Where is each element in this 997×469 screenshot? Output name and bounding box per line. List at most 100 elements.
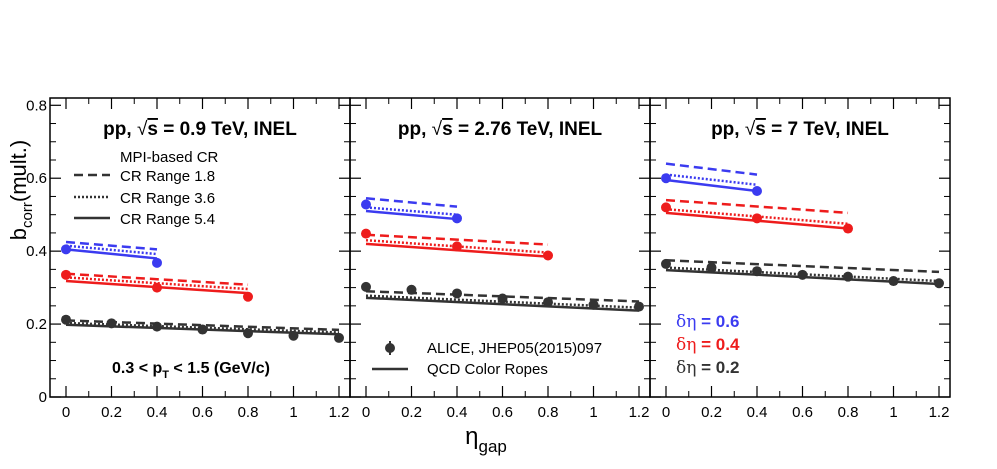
- panel-frame-3: [649, 97, 951, 398]
- axis-ticks: 0 0.2 0.4 0.6 0.8 0 0.2 0.4 0.6 0.8 1 1.2 0 0.2 0.4 0.6…: [26, 97, 950, 421]
- model-line-dotted-d04: [365, 238, 549, 254]
- data-point-d04: [843, 223, 853, 234]
- x-tick-label: 0: [62, 404, 70, 421]
- x-tick-label: 1: [589, 404, 597, 421]
- x-tick-label: 0.6: [192, 404, 213, 421]
- model-line-dashed-d06: [365, 197, 458, 208]
- x-tick-label: 1.2: [929, 404, 950, 421]
- data-point-d06: [61, 244, 71, 255]
- data-point-d04: [61, 269, 71, 280]
- x-tick-label: 0.8: [238, 404, 259, 421]
- model-line-dashed-d02: [665, 259, 940, 274]
- model-line-dashed-d06: [665, 162, 758, 176]
- y-tick-label: 0.6: [26, 170, 47, 187]
- data-point-d02: [843, 271, 853, 282]
- model-line-dashed-d04: [65, 272, 249, 286]
- data-point-d06: [752, 185, 762, 196]
- eta-legend-d02: δη = 0.2: [676, 358, 739, 378]
- data-point-d02: [543, 297, 553, 308]
- data-point-d06: [361, 199, 371, 210]
- model-line-dotted-d06: [665, 173, 758, 187]
- x-axis-label: ηgap: [465, 423, 507, 456]
- eta-legend-d06: δη = 0.6: [676, 312, 739, 332]
- data-point-d02: [797, 269, 808, 280]
- x-tick-label: 1.2: [329, 404, 350, 421]
- model-line-solid-d06: [365, 209, 458, 221]
- data-point-d04: [152, 282, 162, 293]
- data-point-d04: [752, 213, 762, 224]
- x-tick-label: 0: [662, 404, 670, 421]
- data-point-d04: [361, 228, 371, 239]
- x-tick-label: 0.2: [101, 404, 122, 421]
- x-tick-label: 0.2: [401, 404, 422, 421]
- data-point-d02: [334, 332, 344, 343]
- x-tick-label: 0.4: [447, 404, 468, 421]
- model-line-dashed-d04: [365, 233, 549, 246]
- data-point-d02: [706, 262, 717, 273]
- data-point-d02: [243, 328, 253, 339]
- y-tick-label: 0.2: [26, 316, 47, 333]
- data-point-d06: [152, 257, 162, 268]
- model-line-dotted-d04: [665, 207, 849, 226]
- panel-title-2: pp, √s = 2.76 TeV, INEL: [398, 119, 603, 140]
- data-points: [61, 173, 944, 343]
- x-tick-label: 0.2: [701, 404, 722, 421]
- data-model-legend: ALICE, JHEP05(2015)097 QCD Color Ropes: [372, 340, 602, 378]
- model-line-dotted-d06: [365, 206, 458, 216]
- y-tick-label: 0.4: [26, 243, 47, 260]
- data-point-d02: [152, 321, 162, 332]
- data-point-d04: [543, 250, 553, 261]
- data-point-d02: [497, 293, 508, 304]
- data-point-d02: [588, 299, 599, 310]
- x-tick-label: 0.4: [147, 404, 168, 421]
- panel-title-3: pp, √s = 7 TeV, INEL: [711, 119, 889, 140]
- model-line-solid-d06: [65, 248, 158, 260]
- model-line-dashed-d06: [65, 240, 158, 251]
- legend-data-marker: [385, 343, 395, 353]
- x-tick-label: 1: [289, 404, 297, 421]
- data-point-d06: [661, 173, 671, 184]
- data-point-d04: [243, 291, 253, 302]
- data-point-d02: [288, 330, 299, 341]
- x-tick-label: 0.8: [538, 404, 559, 421]
- data-point-d02: [361, 281, 371, 292]
- cr-legend: MPI-based CR CR Range 1.8 CR Range 3.6 C…: [74, 149, 219, 228]
- x-tick-label: 1: [889, 404, 897, 421]
- eta-legend-d04: δη = 0.4: [676, 335, 740, 355]
- data-point-d04: [661, 202, 671, 213]
- data-point-d02: [888, 276, 899, 287]
- model-line-dashed-d04: [665, 198, 849, 215]
- legend-header: MPI-based CR: [120, 149, 219, 166]
- x-tick-label: 0.4: [747, 404, 768, 421]
- legend-dotted-label: CR Range 3.6: [120, 190, 215, 207]
- model-line-dotted-d06: [65, 244, 158, 256]
- data-point-d02: [661, 258, 671, 269]
- data-point-d02: [752, 266, 762, 277]
- legend-data-label: ALICE, JHEP05(2015)097: [427, 340, 602, 357]
- legend-solid-label: CR Range 5.4: [120, 211, 215, 228]
- model-line-solid-d06: [665, 178, 758, 193]
- x-tick-label: 0: [362, 404, 370, 421]
- data-point-d02: [106, 318, 117, 329]
- y-tick-label: 0: [39, 389, 47, 406]
- y-axis-label: bcorr(mult.): [6, 140, 36, 240]
- x-tick-label: 0.6: [792, 404, 813, 421]
- data-point-d02: [634, 301, 644, 312]
- eta-legend: δη = 0.6 δη = 0.4 δη = 0.2: [676, 312, 740, 378]
- legend-dashed-label: CR Range 1.8: [120, 168, 215, 185]
- x-tick-label: 0.8: [838, 404, 859, 421]
- data-point-d02: [406, 284, 417, 295]
- x-tick-label: 1.2: [629, 404, 650, 421]
- panel-frames: [49, 97, 951, 398]
- data-point-d04: [452, 241, 462, 252]
- x-tick-label: 0.6: [492, 404, 513, 421]
- data-point-d02: [934, 278, 944, 289]
- panel-title-1: pp, √s = 0.9 TeV, INEL: [103, 119, 297, 140]
- data-point-d02: [197, 324, 208, 335]
- data-point-d02: [452, 288, 462, 299]
- pt-range-label: 0.3 < pT < 1.5 (GeV/c): [112, 360, 270, 381]
- panel-titles: pp, √s = 0.9 TeV, INEL pp, √s = 2.76 TeV,…: [103, 119, 889, 140]
- y-tick-label: 0.8: [26, 97, 47, 114]
- data-point-d06: [452, 213, 462, 224]
